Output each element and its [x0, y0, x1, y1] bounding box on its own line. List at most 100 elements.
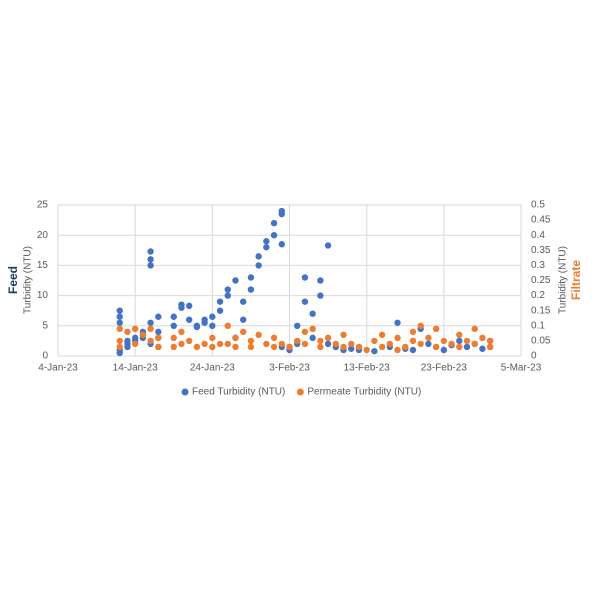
y-axis-title: Feed [6, 266, 20, 294]
data-point [247, 343, 255, 351]
data-point [263, 238, 270, 245]
data-point [394, 346, 401, 354]
data-point [486, 337, 494, 345]
data-point [317, 337, 324, 345]
data-point [185, 337, 193, 345]
data-point [131, 340, 139, 348]
data-point [216, 307, 224, 314]
data-point [425, 334, 432, 342]
data-point [270, 334, 278, 342]
data-point [463, 343, 471, 351]
data-point [456, 331, 463, 339]
x-tick-label: 13-Feb-23 [344, 363, 391, 374]
y-tick-label: 0 [42, 351, 48, 362]
data-point [170, 334, 177, 342]
data-point [147, 256, 154, 263]
data-point [232, 343, 239, 351]
data-point [232, 277, 239, 284]
data-point [317, 343, 324, 351]
data-point [240, 298, 247, 305]
y-tick-label: 25 [37, 200, 49, 211]
data-point [309, 325, 316, 333]
data-point [448, 340, 455, 348]
x-tick-label: 23-Feb-23 [421, 363, 468, 374]
y-tick-label: 5 [42, 320, 48, 331]
x-tick-label: 14-Jan-23 [113, 363, 158, 374]
data-point [155, 334, 162, 342]
y2-tick-label: 0 [531, 351, 537, 362]
data-point [355, 343, 363, 351]
data-point [124, 328, 131, 336]
y-tick-label: 20 [37, 230, 49, 241]
data-point [294, 337, 301, 345]
data-point [147, 319, 154, 326]
data-point [456, 337, 463, 345]
y2-tick-label: 0.2 [531, 290, 545, 301]
y2-tick-label: 0.1 [531, 320, 545, 331]
data-point [224, 322, 231, 329]
x-tick-label: 5-Mar-23 [501, 363, 542, 374]
data-point [270, 219, 278, 227]
data-point [247, 286, 255, 293]
legend-marker [296, 388, 304, 396]
data-point [209, 322, 216, 329]
data-point [317, 292, 324, 299]
data-point [116, 325, 123, 333]
data-point [409, 337, 417, 345]
data-point [232, 334, 239, 342]
data-point [386, 340, 394, 348]
data-point [247, 337, 255, 345]
data-point [193, 323, 201, 331]
y2-tick-label: 0.3 [531, 260, 545, 271]
data-point [209, 334, 216, 342]
data-point [193, 343, 201, 351]
data-point [479, 345, 486, 352]
data-point [394, 319, 401, 326]
data-point [348, 340, 355, 348]
y2-tick-label: 0.5 [531, 200, 545, 211]
data-point [286, 343, 293, 351]
data-point [178, 301, 185, 308]
data-point [471, 325, 478, 333]
data-point [301, 274, 309, 281]
data-point [301, 298, 309, 305]
data-point [417, 322, 424, 329]
data-point [155, 343, 162, 351]
data-point [409, 328, 417, 336]
data-point [409, 346, 417, 354]
data-point [371, 337, 378, 345]
data-point [116, 319, 123, 326]
data-point [402, 343, 409, 351]
data-point [170, 313, 177, 320]
data-point [463, 337, 471, 345]
data-point [255, 262, 262, 269]
y2-tick-label: 0.35 [531, 245, 551, 256]
data-point [116, 307, 123, 314]
y2-axis-label: Turbidity (NTU) [558, 246, 569, 314]
data-point [116, 343, 123, 351]
data-point [270, 232, 278, 239]
data-point [155, 328, 162, 336]
data-point [170, 343, 177, 351]
data-point [131, 325, 139, 333]
data-point [340, 343, 347, 351]
data-point [247, 274, 255, 281]
data-point [209, 313, 216, 320]
data-point [479, 334, 486, 342]
data-point [432, 325, 440, 333]
data-point [348, 345, 355, 352]
y2-tick-label: 0.45 [531, 215, 551, 226]
data-point [201, 316, 208, 323]
data-point [301, 340, 309, 348]
data-point [185, 316, 193, 323]
data-point [185, 302, 193, 310]
data-point [139, 331, 147, 339]
x-tick-label: 3-Feb-23 [269, 363, 310, 374]
data-point [209, 343, 216, 351]
data-point [278, 207, 285, 215]
data-point [294, 322, 301, 329]
data-point [178, 328, 185, 336]
y2-tick-label: 0.25 [531, 275, 551, 286]
legend-label: Feed Turbidity (NTU) [192, 387, 285, 398]
y2-tick-label: 0.4 [531, 230, 545, 241]
